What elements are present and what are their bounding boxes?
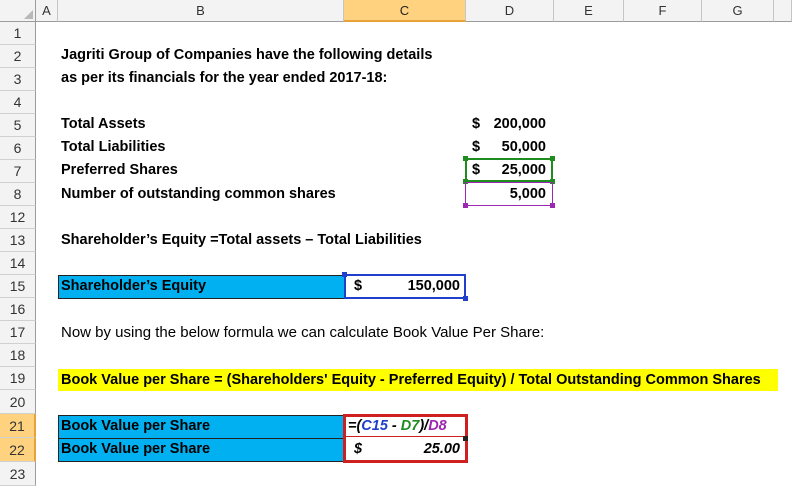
detail-label: Number of outstanding common shares — [61, 186, 336, 202]
formula-cell[interactable]: =(C15 - D7)/D8 — [348, 418, 447, 434]
column-header-d[interactable]: D — [466, 0, 554, 22]
row-header[interactable]: 5 — [0, 114, 36, 137]
ref-handle[interactable] — [463, 156, 468, 161]
row-header[interactable]: 13 — [0, 229, 36, 252]
bvps-currency: $ — [354, 441, 363, 457]
ref-handle[interactable] — [342, 272, 347, 277]
column-header-e[interactable]: E — [554, 0, 624, 22]
equity-currency: $ — [354, 278, 363, 294]
select-all-corner[interactable] — [0, 0, 36, 22]
row-header-selected[interactable]: 21 — [0, 414, 36, 438]
column-header-f[interactable]: F — [624, 0, 702, 22]
ref-box-d7 — [465, 158, 553, 182]
column-header-a[interactable]: A — [36, 0, 58, 22]
detail-value[interactable]: 5,000 — [509, 186, 546, 202]
formula-ref-d7: D7 — [400, 418, 420, 434]
column-header-g[interactable]: G — [702, 0, 774, 22]
equity-formula-text: Shareholder’s Equity =Total assets – Tot… — [61, 232, 422, 248]
row-header[interactable]: 14 — [0, 252, 36, 275]
intro-line-2: as per its financials for the year ended… — [61, 70, 388, 86]
ref-box-c15[interactable] — [344, 274, 466, 299]
column-header-b[interactable]: B — [58, 0, 344, 22]
row-header[interactable]: 1 — [0, 22, 36, 45]
formula-ref-d8: D8 — [428, 418, 447, 434]
equity-value: 150,000 — [407, 278, 460, 294]
formula-ref-c15: C15 — [361, 418, 388, 434]
detail-label: Total Assets — [61, 116, 146, 132]
fill-handle[interactable] — [463, 436, 468, 441]
equity-label-cell[interactable] — [58, 275, 345, 299]
detail-currency: $ — [472, 116, 481, 132]
row-header[interactable]: 17 — [0, 321, 36, 344]
detail-label: Total Liabilities — [61, 139, 166, 155]
row-header[interactable]: 12 — [0, 206, 36, 229]
cell-divider — [346, 436, 465, 437]
row-header[interactable]: 6 — [0, 137, 36, 160]
ref-handle[interactable] — [463, 179, 468, 184]
formula-minus: - — [387, 418, 401, 434]
detail-currency: $ — [472, 162, 481, 178]
row-header-selected[interactable]: 22 — [0, 438, 36, 462]
row-header[interactable]: 16 — [0, 298, 36, 321]
bvps-label: Book Value per Share — [61, 441, 211, 457]
row-header[interactable]: 18 — [0, 344, 36, 367]
detail-label: Preferred Shares — [61, 162, 178, 178]
row-header[interactable]: 3 — [0, 68, 36, 91]
row-header[interactable]: 2 — [0, 45, 36, 68]
detail-value[interactable]: 25,000 — [501, 162, 546, 178]
instruction-note: Now by using the below formula we can ca… — [61, 324, 545, 341]
formula-open: =( — [348, 418, 362, 434]
bvps-label-cell[interactable] — [58, 415, 345, 439]
ref-handle[interactable] — [550, 203, 555, 208]
intro-line-1: Jagriti Group of Companies have the foll… — [61, 47, 433, 63]
bvps-label-cell[interactable] — [58, 438, 345, 462]
bvps-label: Book Value per Share — [61, 418, 211, 434]
row-header[interactable]: 15 — [0, 275, 36, 298]
detail-value[interactable]: 50,000 — [501, 139, 546, 155]
ref-handle[interactable] — [550, 156, 555, 161]
column-header-h[interactable] — [774, 0, 792, 22]
formula-highlight — [58, 369, 778, 391]
ref-handle[interactable] — [550, 179, 555, 184]
bvps-result-value: 25.00 — [423, 441, 460, 457]
row-header[interactable]: 4 — [0, 91, 36, 114]
ref-handle[interactable] — [463, 296, 468, 301]
row-header[interactable]: 19 — [0, 367, 36, 390]
detail-currency: $ — [472, 139, 481, 155]
row-header[interactable]: 20 — [0, 390, 36, 414]
row-header[interactable]: 8 — [0, 183, 36, 206]
bvps-formula-text: Book Value per Share = (Shareholders' Eq… — [61, 372, 761, 388]
row-header[interactable]: 23 — [0, 462, 36, 486]
column-header-c[interactable]: C — [344, 0, 466, 22]
row-header[interactable]: 7 — [0, 160, 36, 183]
ref-box-d8 — [465, 182, 553, 206]
detail-value[interactable]: 200,000 — [493, 116, 546, 132]
equity-label: Shareholder’s Equity — [61, 278, 207, 294]
ref-handle[interactable] — [463, 203, 468, 208]
formula-close: )/ — [419, 418, 429, 434]
